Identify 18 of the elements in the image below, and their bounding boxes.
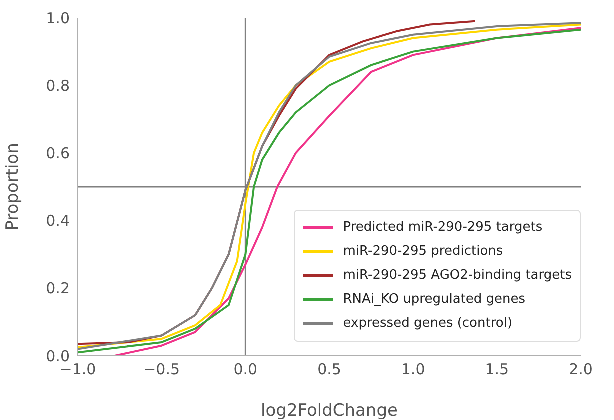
legend-label: Predicted miR-290-295 targets	[343, 219, 543, 237]
y-axis-title: Proportion	[3, 143, 24, 231]
y-tick-label: 0.4	[46, 212, 70, 230]
x-axis-title: log2FoldChange	[261, 401, 398, 420]
legend-label: miR-290-295 AGO2-binding targets	[343, 267, 572, 285]
legend-label: expressed genes (control)	[343, 315, 513, 333]
y-tick-label: 1.0	[46, 9, 70, 28]
x-tick-label: 0.0	[234, 360, 258, 379]
legend-label: RNAi_KO upregulated genes	[343, 291, 526, 309]
x-tick-label: 1.5	[485, 360, 510, 379]
y-tick-label: 0.6	[46, 144, 70, 163]
legend-label: miR-290-295 predictions	[343, 243, 504, 261]
y-tick-label: 0.8	[46, 76, 70, 95]
x-tick-label: 1.0	[401, 360, 426, 379]
y-tick-label: 0.2	[46, 280, 70, 298]
x-tick-label: 0.5	[318, 360, 342, 379]
x-tick-label: −0.5	[144, 360, 180, 379]
x-tick-label: 2.0	[569, 360, 593, 379]
